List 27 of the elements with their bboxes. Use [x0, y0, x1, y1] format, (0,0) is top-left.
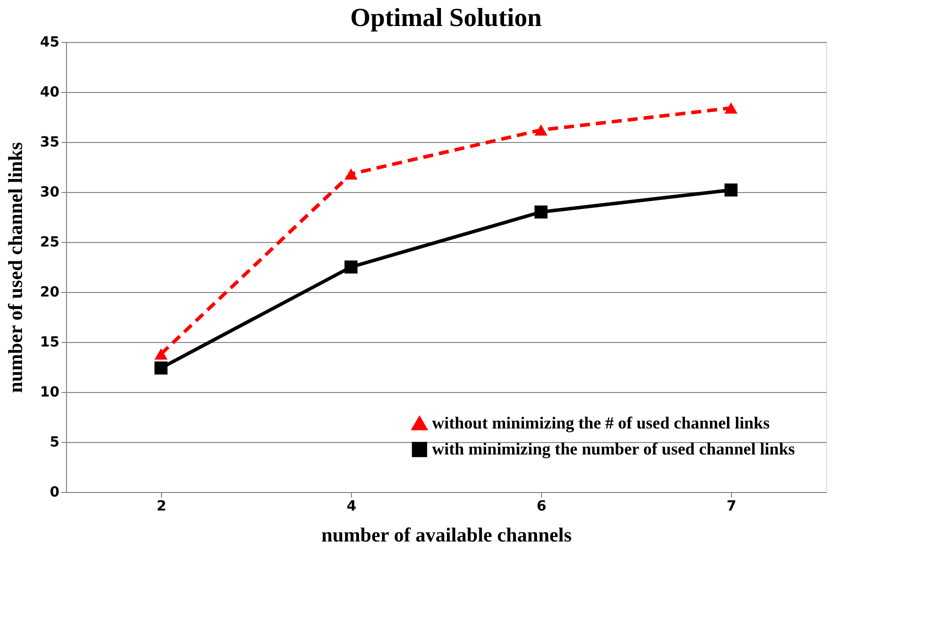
point — [154, 348, 168, 360]
y-tick-label: 40 — [40, 84, 60, 100]
chart-title: Optimal Solution — [350, 3, 542, 32]
point — [534, 205, 548, 219]
y-tick-label: 15 — [40, 334, 60, 350]
y-axis-title: number of used channel links — [5, 142, 28, 393]
legend-label: with minimizing the number of used channel links — [432, 440, 796, 458]
y-tick-label: 5 — [50, 434, 60, 450]
point — [344, 260, 358, 274]
x-axis-title: number of available channels — [321, 524, 572, 546]
y-tick-label: 45 — [40, 34, 60, 50]
y-tick-label: 0 — [50, 484, 60, 500]
y-tick-label: 10 — [40, 384, 60, 400]
y-tick-label: 35 — [40, 134, 60, 150]
point — [724, 183, 738, 197]
y-tick-label: 20 — [40, 284, 60, 300]
point — [534, 124, 548, 136]
y-tick-label: 30 — [40, 184, 60, 200]
x-tick-label: 4 — [346, 498, 357, 514]
y-tick-label: 25 — [40, 234, 60, 250]
x-tick-label: 6 — [536, 498, 546, 514]
point — [344, 168, 358, 180]
point — [154, 361, 168, 375]
point — [724, 102, 738, 114]
x-tick-label: 7 — [726, 498, 736, 514]
legend-label: without minimizing the # of used channel links — [432, 414, 770, 432]
x-tick-label: 2 — [156, 498, 166, 514]
